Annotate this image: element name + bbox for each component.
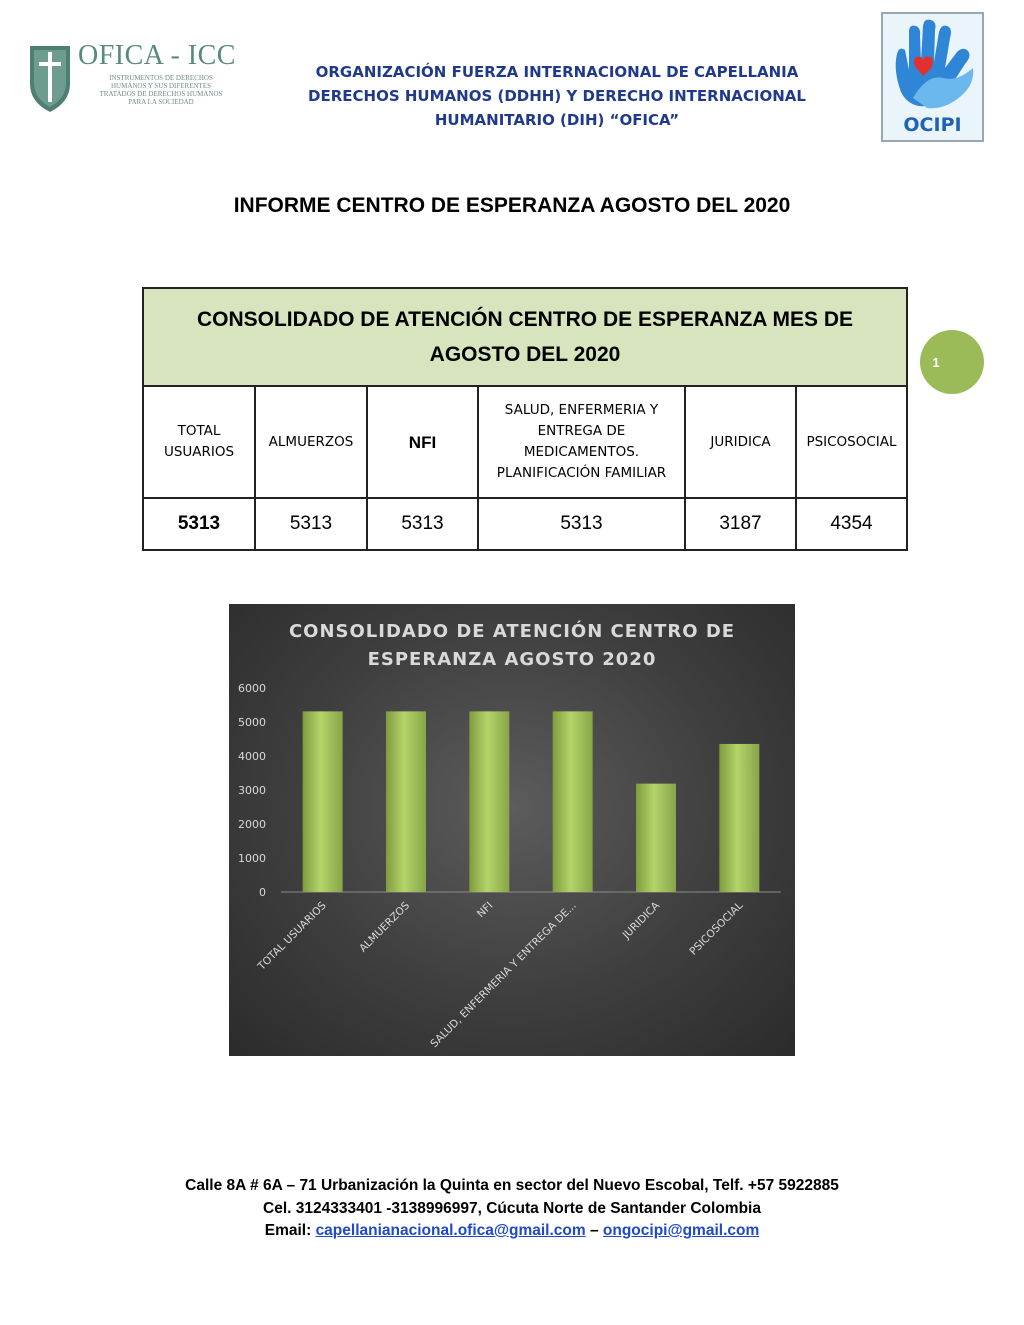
header-psicosocial: PSICOSOCIAL <box>806 433 897 450</box>
page-number-badge: 1 <box>920 330 984 394</box>
y-tick-label: 3000 <box>238 784 266 797</box>
report-title: INFORME CENTRO DE ESPERANZA AGOSTO DEL 2… <box>233 194 791 217</box>
value-juridica: 3187 <box>686 499 797 549</box>
value-total-usuarios: 5313 <box>144 499 256 549</box>
org-title-line-3: HUMANITARIO (DIH) “OFICA” <box>434 111 680 129</box>
footer: Calle 8A # 6A – 71 Urbanización la Quint… <box>0 1175 1024 1243</box>
bar <box>386 711 426 892</box>
x-category-label: JURIDICA <box>620 899 663 942</box>
email-link-capellania[interactable]: capellanianacional.ofica@gmail.com <box>315 1222 586 1239</box>
chart-plot: 0 1000 2000 3000 4000 5000 6000 TOTAL USUARIOS A… <box>238 682 781 1051</box>
organization-title: ORGANIZACIÓN FUERZA INTERNACIONAL DE CAP… <box>262 60 852 132</box>
x-category-label: TOTAL USUARIOS <box>255 899 329 973</box>
chart-title-line-2: ESPERANZA AGOSTO 2020 <box>367 649 657 670</box>
value-salud: 5313 <box>479 499 686 549</box>
bar <box>552 711 593 892</box>
chart-title: CONSOLIDADO DE ATENCIÓN CENTRO DE ESPERA… <box>229 618 795 674</box>
hands-heart-icon <box>895 19 974 109</box>
shield-cross-icon <box>30 46 70 112</box>
email-link-ongocipi[interactable]: ongocipi@gmail.com <box>602 1222 760 1239</box>
email-label: Email: <box>264 1222 312 1239</box>
bar <box>636 783 676 892</box>
y-tick-label: 2000 <box>238 818 266 831</box>
ofica-logo-name: OFICA - ICC <box>78 40 236 71</box>
bar <box>469 711 510 892</box>
org-title-line-2: DERECHOS HUMANOS (DDHH) Y DERECHO INTERN… <box>308 87 806 105</box>
y-tick-label: 0 <box>259 886 266 899</box>
x-category-label: PSICOSOCIAL <box>687 900 745 958</box>
footer-phones: Cel. 3124333401 -3138996997, Cúcuta Nort… <box>263 1199 761 1217</box>
table-header-row: TOTAL USUARIOS ALMUERZOS NFI SALUD, ENFE… <box>144 387 906 499</box>
header-juridica: JURIDICA <box>686 387 797 497</box>
ocipi-logo: OCIPI <box>881 12 984 142</box>
table-title: CONSOLIDADO DE ATENCIÓN CENTRO DE ESPERA… <box>144 289 906 387</box>
org-title-line-1: ORGANIZACIÓN FUERZA INTERNACIONAL DE CAP… <box>315 63 799 81</box>
header-salud: SALUD, ENFERMERIA Y ENTREGA DE MEDICAMEN… <box>479 387 686 497</box>
value-almuerzos: 5313 <box>256 499 368 549</box>
consolidated-table: CONSOLIDADO DE ATENCIÓN CENTRO DE ESPERA… <box>142 287 908 551</box>
email-separator: – <box>589 1222 599 1239</box>
header-total-usuarios: TOTAL USUARIOS <box>144 387 256 497</box>
table-row: 5313 5313 5313 5313 3187 4354 <box>144 499 906 549</box>
y-tick-label: 6000 <box>238 682 266 695</box>
bar <box>719 743 760 892</box>
footer-address: Calle 8A # 6A – 71 Urbanización la Quint… <box>185 1177 839 1194</box>
header-nfi: NFI <box>368 387 479 497</box>
chart-title-line-1: CONSOLIDADO DE ATENCIÓN CENTRO DE <box>288 621 736 642</box>
y-tick-label: 1000 <box>238 852 266 865</box>
y-tick-label: 4000 <box>238 750 266 763</box>
x-category-label: SALUD, ENFERMERIA Y ENTREGA DE... <box>428 900 579 1051</box>
x-category-label: ALMUERZOS <box>357 899 412 954</box>
bar <box>302 711 343 892</box>
value-psicosocial: 4354 <box>830 513 873 534</box>
ocipi-logo-label: OCIPI <box>903 114 962 136</box>
value-nfi: 5313 <box>368 499 479 549</box>
x-category-label: NFI <box>475 900 496 921</box>
bar-chart: CONSOLIDADO DE ATENCIÓN CENTRO DE ESPERA… <box>229 604 795 1056</box>
ofica-logo-subtitle: INSTRUMENTOS DE DERECHOS HUMANOS Y SUS D… <box>99 74 223 106</box>
header-almuerzos: ALMUERZOS <box>256 387 368 497</box>
y-tick-label: 5000 <box>238 716 266 729</box>
ofica-logo: OFICA - ICC INSTRUMENTOS DE DERECHOS HUM… <box>26 38 235 118</box>
footer-emails: Email: capellanianacional.ofica@gmail.co… <box>0 1220 1024 1243</box>
